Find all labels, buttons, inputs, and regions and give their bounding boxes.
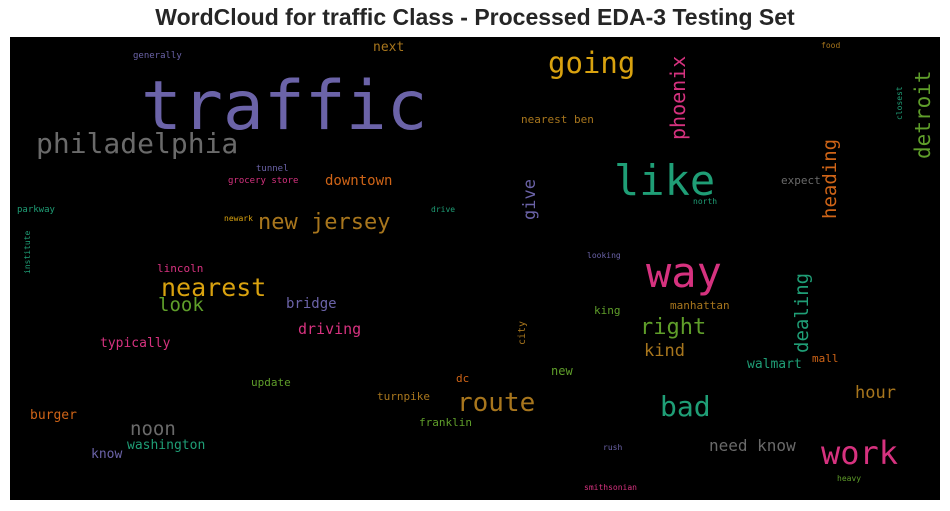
word-phoenix: phoenix xyxy=(666,55,690,140)
word-nearest-ben: nearest ben xyxy=(521,113,594,126)
word-bridge: bridge xyxy=(286,296,337,312)
word-franklin: franklin xyxy=(419,416,472,429)
word-expect: expect xyxy=(781,174,821,187)
word-cloud: traffic philadelphia going like phoenix … xyxy=(10,37,940,500)
word-dc: dc xyxy=(456,372,470,385)
word-tunnel: tunnel xyxy=(256,164,289,174)
word-city: city xyxy=(517,320,528,345)
word-dealing: dealing xyxy=(791,272,813,353)
word-need-know: need know xyxy=(709,436,796,455)
word-grocery-store: grocery store xyxy=(228,176,299,186)
word-like: like xyxy=(614,156,716,205)
word-mall: mall xyxy=(812,352,839,365)
word-new: new xyxy=(551,364,573,378)
word-downtown: downtown xyxy=(325,173,393,189)
word-know: know xyxy=(91,447,123,462)
word-smithsonian: smithsonian xyxy=(584,483,637,492)
word-noon: noon xyxy=(130,418,176,440)
word-look: look xyxy=(158,294,204,316)
word-going: going xyxy=(548,46,636,80)
word-washington: washington xyxy=(127,438,206,453)
word-next: next xyxy=(373,40,405,55)
word-manhattan: manhattan xyxy=(670,299,730,312)
word-parkway: parkway xyxy=(17,205,55,215)
word-route: route xyxy=(457,388,536,418)
word-traffic: traffic xyxy=(141,67,428,146)
word-burger: burger xyxy=(30,408,77,423)
word-food: food xyxy=(821,41,841,50)
word-king: king xyxy=(594,304,621,317)
word-heading: heading xyxy=(819,138,841,219)
word-kind: kind xyxy=(644,341,685,361)
word-way: way xyxy=(646,248,722,297)
word-turnpike: turnpike xyxy=(377,390,430,403)
word-hour: hour xyxy=(855,383,896,403)
word-heavy: heavy xyxy=(837,474,862,483)
word-update: update xyxy=(251,376,291,389)
word-looking: looking xyxy=(587,251,621,260)
word-new-jersey: new jersey xyxy=(258,210,391,235)
word-nearest: nearest xyxy=(161,273,267,302)
word-philadelphia: philadelphia xyxy=(36,127,239,160)
word-bad: bad xyxy=(660,390,711,423)
word-rush: rush xyxy=(603,443,623,452)
word-closest: closest xyxy=(895,86,904,120)
word-institute: institute xyxy=(23,230,32,274)
word-right: right xyxy=(640,315,707,340)
word-lincoln: lincoln xyxy=(157,262,204,275)
word-work: work xyxy=(821,434,899,472)
word-north: north xyxy=(693,197,718,206)
word-generally: generally xyxy=(133,51,182,61)
word-drive: drive xyxy=(431,205,456,214)
word-newark: newark xyxy=(224,214,253,223)
word-give: give xyxy=(520,179,540,220)
chart-title: WordCloud for traffic Class - Processed … xyxy=(155,4,795,30)
word-detroit: detroit xyxy=(911,70,935,159)
word-walmart: walmart xyxy=(747,357,802,372)
word-typically: typically xyxy=(100,336,171,351)
word-driving: driving xyxy=(298,320,362,338)
